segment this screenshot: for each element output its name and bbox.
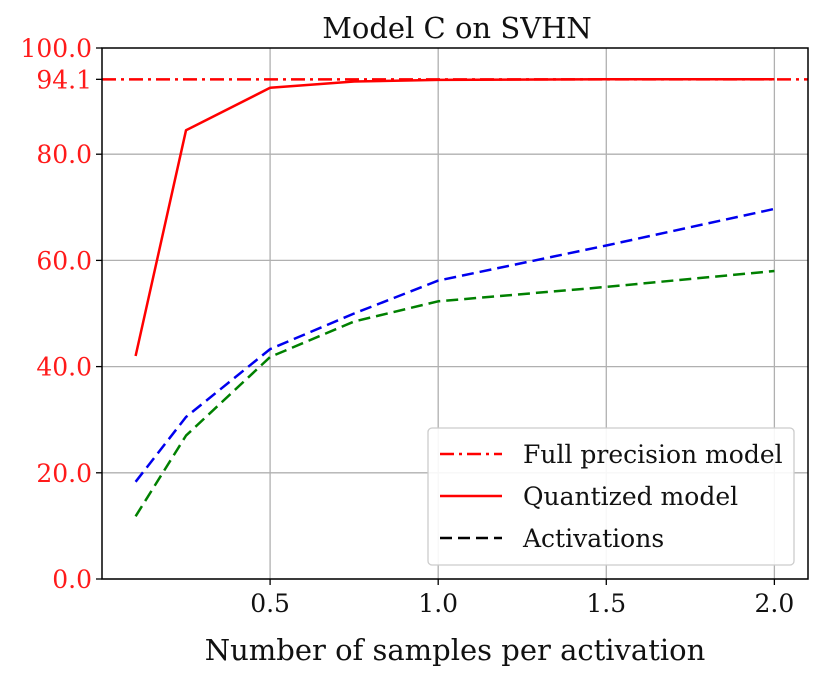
legend-label: Full precision model	[523, 440, 783, 469]
y-tick-label: 60.0	[36, 246, 92, 275]
legend: Full precision model Quantized model Activ…	[427, 427, 795, 566]
y-tick-label: 100.0	[20, 34, 92, 63]
y-tick-label: 40.0	[36, 353, 92, 382]
legend-label: Quantized model	[523, 482, 738, 511]
y-tick-label: 94.1	[36, 65, 92, 94]
plot-frame	[101, 47, 809, 580]
x-tick-label: 1.0	[418, 589, 458, 618]
series-activations-green-line	[134, 269, 775, 517]
legend-box	[427, 427, 795, 566]
x-tick-label: 0.5	[250, 589, 290, 618]
series-layer	[102, 78, 808, 517]
x-tick-label: 2.0	[754, 589, 794, 618]
x-tick-label: 1.5	[586, 589, 626, 618]
chart-title: Model C on SVHN	[322, 11, 592, 45]
x-axis-label: Number of samples per activation	[205, 633, 706, 667]
legend-label: Activations	[522, 524, 664, 553]
series-activations-blue-line	[134, 207, 775, 483]
y-tick-label: 80.0	[36, 140, 92, 169]
y-tick-label: 20.0	[36, 459, 92, 488]
series-quantized-model-line	[134, 78, 775, 357]
y-tick-label: 0.0	[52, 565, 92, 594]
